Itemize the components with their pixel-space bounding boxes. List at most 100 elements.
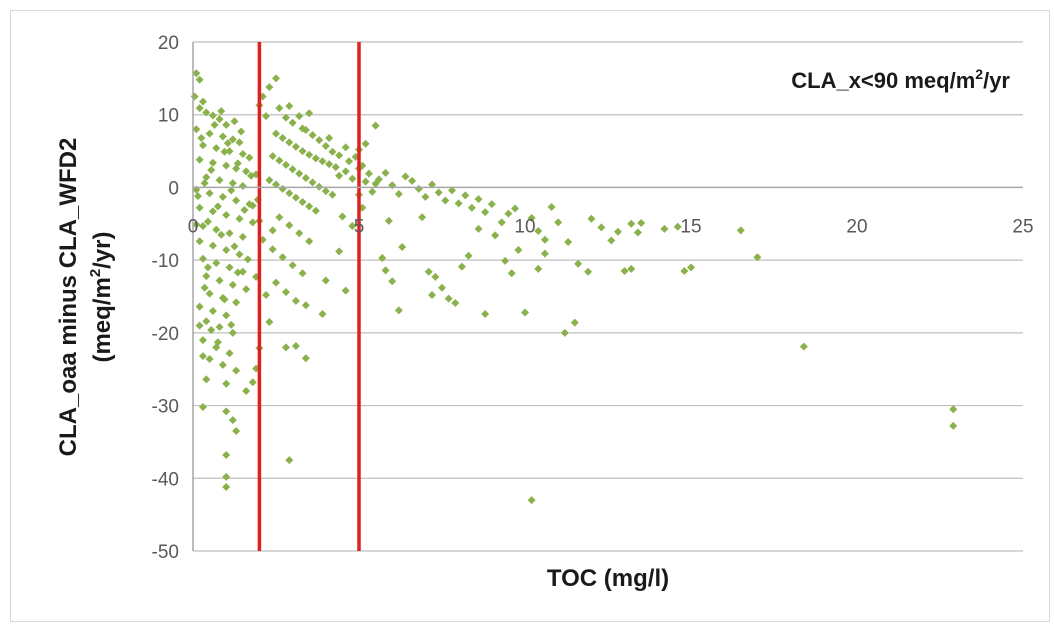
data-point [198,336,207,345]
y-axis-title-superscript: 2 [87,269,104,277]
data-point [301,125,310,134]
data-point [205,289,214,298]
data-point [232,298,241,307]
data-point [305,109,314,118]
data-point [361,139,370,148]
data-point [268,245,277,254]
data-point [278,253,287,262]
data-point [487,200,496,209]
data-point [434,188,443,197]
y-tick-label: -20 [152,324,179,345]
data-point [444,294,453,303]
data-point [205,129,214,138]
data-point [198,221,207,230]
data-point [242,285,251,294]
data-point [238,181,247,190]
data-point [225,229,234,238]
data-point [507,269,516,278]
data-point [192,69,201,78]
data-point [195,321,204,330]
data-point [228,135,237,144]
data-point [190,92,199,101]
data-point [673,222,682,231]
data-point [560,328,569,337]
data-point [262,291,271,300]
data-point [222,379,231,388]
threshold-lines [257,42,361,551]
data-point [408,176,417,185]
y-axis-title-suffix: /yr) [89,231,116,268]
data-point [278,133,287,142]
data-point [574,259,583,268]
data-point [222,311,231,320]
data-point [428,291,437,300]
data-point [278,184,287,193]
y-tick-label: -40 [152,469,179,490]
data-point [237,127,246,136]
data-point [633,228,642,237]
data-point [225,263,234,272]
data-point [215,276,224,285]
data-point [218,360,227,369]
data-point [268,226,277,235]
data-point [570,318,579,327]
data-point [265,176,274,185]
data-point [308,131,317,140]
y-axis-title: CLA_oaa minus CLA_WFD2 (meq/m2/yr) [55,138,116,457]
data-point [203,217,212,226]
data-point [222,451,231,460]
data-point [208,158,217,167]
data-point [220,147,229,156]
data-point [281,113,290,122]
data-point [345,157,354,166]
data-point [613,227,622,236]
data-point [240,205,249,214]
data-point [398,243,407,252]
y-axis-title-line2: (meq/m2/yr) [87,231,116,362]
data-point [736,226,745,235]
data-point [308,178,317,187]
data-point [275,104,284,113]
data-point [225,349,234,358]
data-point [220,295,229,304]
data-point [451,299,460,308]
y-axis-title-line1: CLA_oaa minus CLA_WFD2 [55,138,82,457]
data-point [202,375,211,384]
data-point [371,121,380,130]
data-point [378,253,387,262]
data-point [203,263,212,272]
data-point [311,206,320,215]
y-tick-label: 10 [158,106,179,127]
data-point [205,355,214,364]
data-point [584,267,593,276]
data-point [242,167,251,176]
data-point [501,256,510,265]
data-point [338,212,347,221]
data-point [348,174,357,183]
data-point [321,187,330,196]
data-point [233,159,242,168]
data-point [193,192,202,201]
data-point [949,421,958,430]
data-point [315,136,324,145]
data-point [213,202,222,211]
x-tick-label: 20 [846,216,867,237]
y-tick-label: 0 [168,178,179,199]
data-point [212,259,221,268]
data-point [222,120,231,129]
data-point [228,179,237,188]
data-point [374,175,383,184]
data-point [238,267,247,276]
data-point [627,264,636,273]
data-point [265,317,274,326]
data-point [198,141,207,150]
data-point [424,267,433,276]
data-point [198,97,207,106]
data-point [431,272,440,281]
data-point [301,301,310,310]
data-point [305,150,314,159]
y-tick-labels: 20 10 0 -10 -20 -30 -40 -50 [152,33,179,563]
data-point [228,416,237,425]
data-point [295,169,304,178]
data-point [428,180,437,189]
